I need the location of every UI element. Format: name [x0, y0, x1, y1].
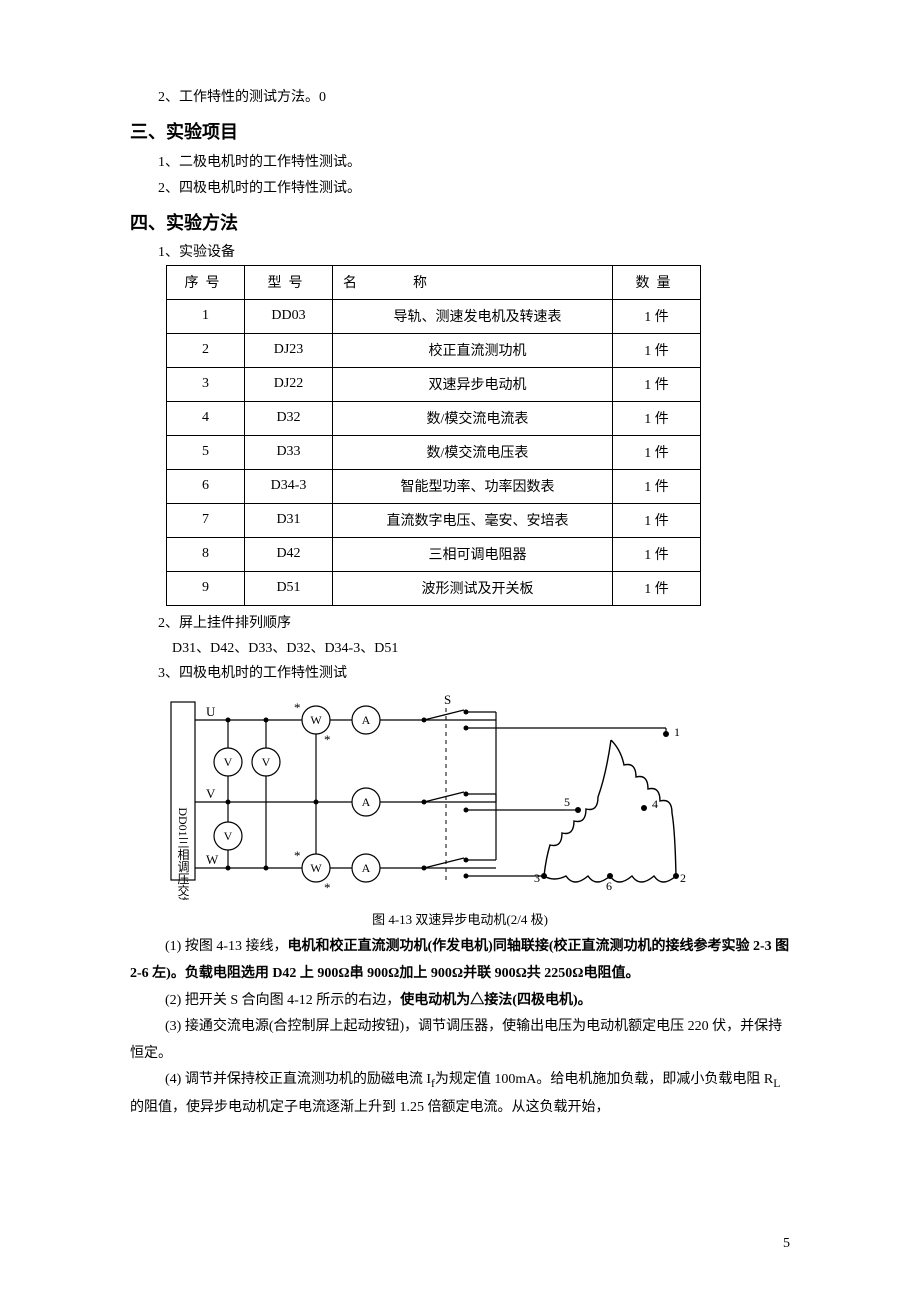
- table-row: 1DD03导轨、测速发电机及转速表1 件: [167, 299, 701, 333]
- cell-qty: 1 件: [613, 401, 701, 435]
- label-v: V: [206, 786, 216, 801]
- cell-model: DD03: [245, 299, 333, 333]
- term-5: 5: [564, 795, 570, 809]
- sec4-sub3: 3、四极电机时的工作特性测试: [130, 662, 790, 682]
- table-header-row: 序号 型号 名 称 数量: [167, 265, 701, 299]
- equipment-table: 序号 型号 名 称 数量 1DD03导轨、测速发电机及转速表1 件2DJ23校正…: [166, 265, 701, 606]
- sec4-sub1: 1、实验设备: [130, 241, 790, 261]
- p4-b: 为规定值 100mA。给电机施加负载，即减小负载电阻 R: [435, 1072, 773, 1087]
- cell-model: D42: [245, 537, 333, 571]
- p2-prefix: (2) 把开关 S 合向图 4-12 所示的右边，: [165, 993, 400, 1008]
- cell-name: 直流数字电压、毫安、安培表: [333, 503, 613, 537]
- table-row: 7D31直流数字电压、毫安、安培表1 件: [167, 503, 701, 537]
- voltmeter-ux-label: V: [262, 755, 271, 769]
- heading-sec4: 四、实验方法: [130, 209, 790, 235]
- cell-seq: 3: [167, 367, 245, 401]
- para-2: (2) 把开关 S 合向图 4-12 所示的右边，使电动机为△接法(四极电机)。: [130, 988, 790, 1015]
- sec3-p2: 2、四极电机时的工作特性测试。: [130, 176, 790, 203]
- cell-qty: 1 件: [613, 435, 701, 469]
- sec3-p1: 1、二极电机时的工作特性测试。: [130, 150, 790, 177]
- sec4-sub2: 2、屏上挂件排列顺序: [130, 612, 790, 632]
- cell-model: D31: [245, 503, 333, 537]
- p1-prefix: (1) 按图 4-13 接线，: [165, 939, 288, 954]
- p4-sub2: L: [773, 1077, 780, 1090]
- term-1: 1: [674, 725, 680, 739]
- para-top-2: 2、工作特性的测试方法。0: [130, 85, 790, 112]
- circuit-diagram: DD01三相调压交流电源 U V W W A A W A * * * * V V: [166, 690, 790, 905]
- cell-name: 智能型功率、功率因数表: [333, 469, 613, 503]
- source-label: DD01三相调压交流电源: [176, 808, 190, 901]
- ammeter-bot-label: A: [362, 861, 371, 875]
- th-name: 名 称: [333, 265, 613, 299]
- cell-seq: 9: [167, 571, 245, 605]
- th-seq: 序号: [167, 265, 245, 299]
- table-row: 9D51波形测试及开关板1 件: [167, 571, 701, 605]
- label-u: U: [206, 704, 216, 719]
- cell-seq: 1: [167, 299, 245, 333]
- table-row: 4D32数/模交流电流表1 件: [167, 401, 701, 435]
- voltmeter-vw-label: V: [224, 829, 233, 843]
- cell-qty: 1 件: [613, 571, 701, 605]
- cell-model: D33: [245, 435, 333, 469]
- label-w: W: [206, 852, 219, 867]
- para-4: (4) 调节并保持校正直流测功机的励磁电流 If为规定值 100mA。给电机施加…: [130, 1067, 790, 1122]
- figure-caption: 图 4-13 双速异步电动机(2/4 极): [130, 909, 790, 928]
- cell-name: 导轨、测速发电机及转速表: [333, 299, 613, 333]
- cell-seq: 5: [167, 435, 245, 469]
- asterisk-1: *: [294, 700, 301, 715]
- cell-qty: 1 件: [613, 469, 701, 503]
- cell-model: D32: [245, 401, 333, 435]
- cell-name: 数/模交流电流表: [333, 401, 613, 435]
- th-model: 型号: [245, 265, 333, 299]
- asterisk-4: *: [324, 880, 331, 895]
- term-2: 2: [680, 871, 686, 885]
- cell-seq: 7: [167, 503, 245, 537]
- wattmeter-bot-label: W: [310, 861, 322, 875]
- table-row: 5D33数/模交流电压表1 件: [167, 435, 701, 469]
- ammeter-top-label: A: [362, 713, 371, 727]
- cell-seq: 4: [167, 401, 245, 435]
- term-3: 3: [534, 871, 540, 885]
- cell-qty: 1 件: [613, 299, 701, 333]
- para-3: (3) 接通交流电源(合控制屏上起动按钮)，调节调压器，使输出电压为电动机额定电…: [130, 1014, 790, 1067]
- cell-seq: 6: [167, 469, 245, 503]
- cell-qty: 1 件: [613, 537, 701, 571]
- cell-model: D34-3: [245, 469, 333, 503]
- asterisk-2: *: [294, 848, 301, 863]
- wattmeter-top-label: W: [310, 713, 322, 727]
- term-6: 6: [606, 879, 612, 893]
- cell-model: D51: [245, 571, 333, 605]
- p2-bold: 使电动机为△接法(四极电机)。: [400, 993, 591, 1008]
- panel-order: D31、D42、D33、D32、D34-3、D51: [130, 636, 790, 663]
- page-number: 5: [783, 1236, 790, 1252]
- cell-qty: 1 件: [613, 367, 701, 401]
- cell-name: 三相可调电阻器: [333, 537, 613, 571]
- voltmeter-uv-label: V: [224, 755, 233, 769]
- th-qty: 数量: [613, 265, 701, 299]
- para-1: (1) 按图 4-13 接线，电机和校正直流测功机(作发电机)同轴联接(校正直流…: [130, 934, 790, 987]
- table-row: 3DJ22双速异步电动机1 件: [167, 367, 701, 401]
- table-row: 8D42三相可调电阻器1 件: [167, 537, 701, 571]
- cell-seq: 8: [167, 537, 245, 571]
- p4-c: 的阻值，使异步电动机定子电流逐渐上升到 1.25 倍额定电流。从这负载开始，: [130, 1100, 610, 1115]
- table-row: 2DJ23校正直流测功机1 件: [167, 333, 701, 367]
- cell-qty: 1 件: [613, 333, 701, 367]
- heading-sec3: 三、实验项目: [130, 118, 790, 144]
- cell-name: 数/模交流电压表: [333, 435, 613, 469]
- cell-seq: 2: [167, 333, 245, 367]
- cell-model: DJ23: [245, 333, 333, 367]
- cell-name: 波形测试及开关板: [333, 571, 613, 605]
- cell-name: 校正直流测功机: [333, 333, 613, 367]
- cell-qty: 1 件: [613, 503, 701, 537]
- cell-name: 双速异步电动机: [333, 367, 613, 401]
- p4-a: (4) 调节并保持校正直流测功机的励磁电流 I: [165, 1072, 431, 1087]
- switch-label: S: [444, 692, 451, 707]
- asterisk-3: *: [324, 732, 331, 747]
- term-4: 4: [652, 797, 658, 811]
- ammeter-mid-label: A: [362, 795, 371, 809]
- cell-model: DJ22: [245, 367, 333, 401]
- table-row: 6D34-3智能型功率、功率因数表1 件: [167, 469, 701, 503]
